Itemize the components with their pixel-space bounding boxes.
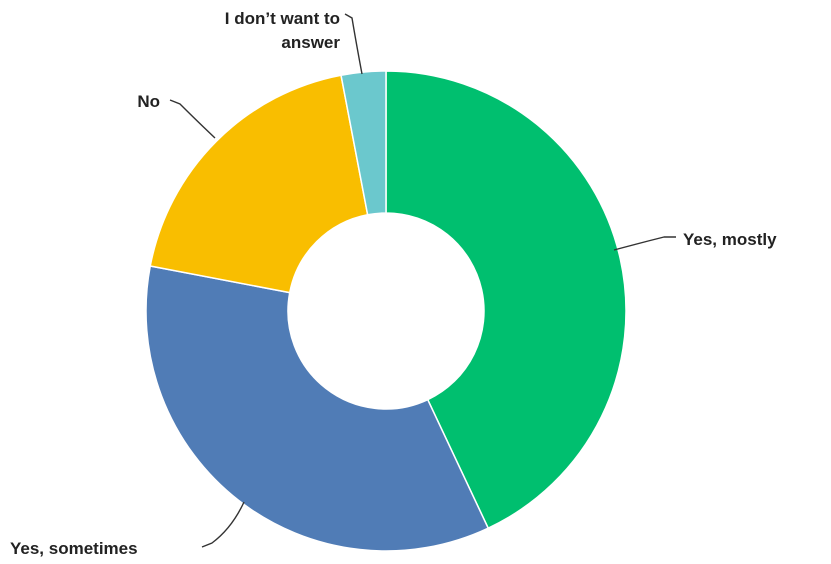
label-yes-sometimes: Yes, sometimes [10, 539, 138, 558]
label-line: No [137, 92, 160, 111]
label-line: I don’t want to [225, 9, 340, 28]
label-line: answer [281, 33, 340, 52]
donut-slices [145, 70, 627, 552]
slice-no [149, 74, 369, 294]
leader-line-no [169, 99, 216, 139]
slice-yes-mostly [385, 70, 627, 530]
slice-yes-sometimes [145, 265, 490, 552]
slice-labels: Yes, mostly Yes, sometimes No I don’t want … [10, 9, 777, 558]
label-line: Yes, sometimes [10, 539, 138, 558]
label-dont-want-to-answer: I don’t want to answer [225, 9, 341, 52]
slice-dont-want-to-answer [340, 70, 387, 216]
label-no: No [137, 92, 160, 111]
leader-lines [169, 13, 676, 548]
leader-line-dont-want-to-answer [344, 13, 363, 75]
leader-line-yes-sometimes [201, 501, 245, 548]
leader-line-yes-mostly [613, 236, 676, 251]
label-yes-mostly: Yes, mostly [683, 230, 777, 249]
label-line: Yes, mostly [683, 230, 777, 249]
